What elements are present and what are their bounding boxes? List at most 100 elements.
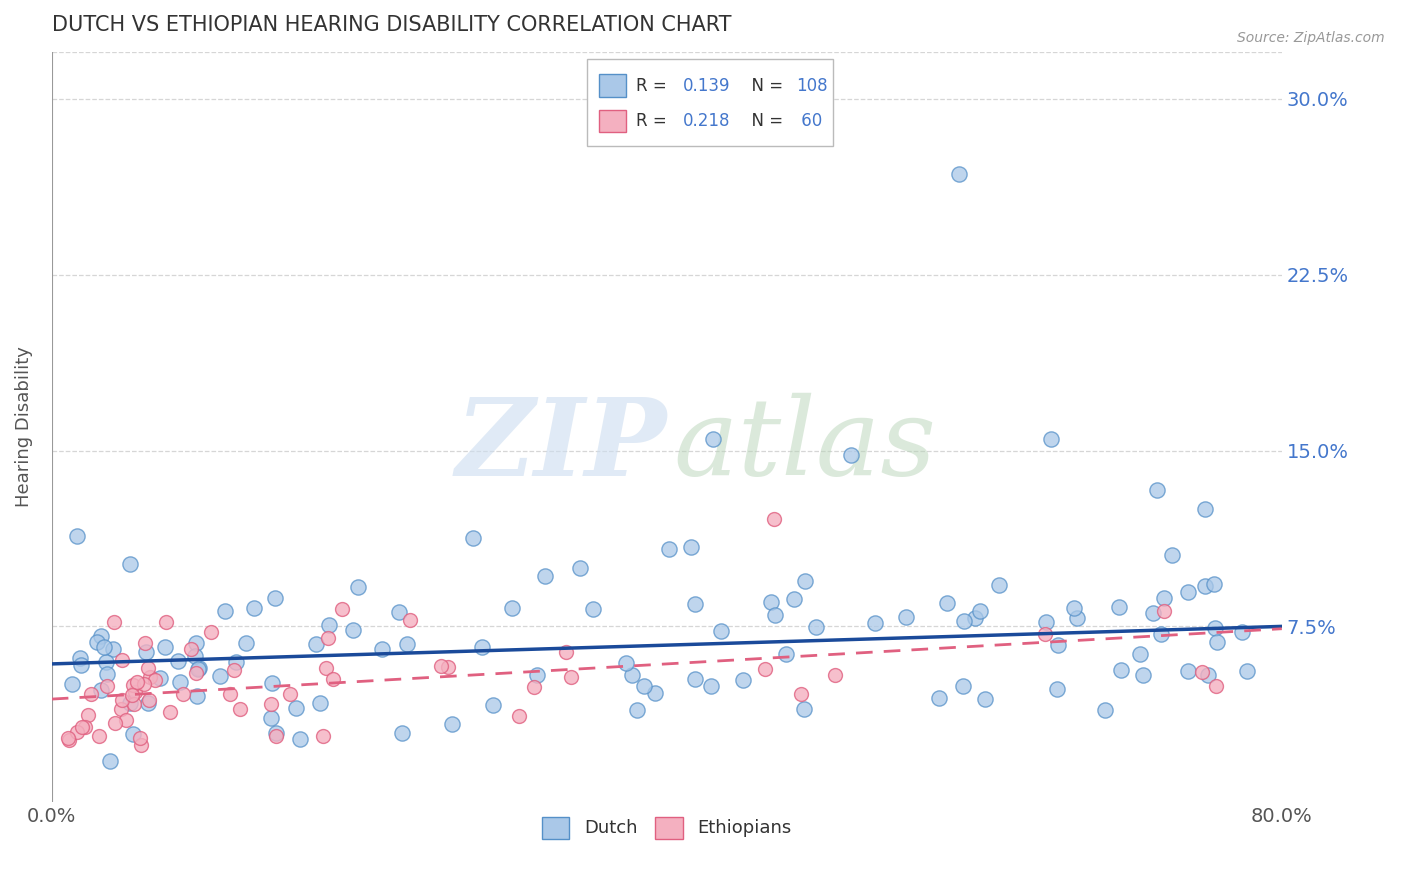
Point [1194, 502, 1216, 516]
Point [461, 531, 484, 545]
Point [56, 731, 79, 745]
Point [371, 641, 394, 656]
Point [121, 727, 143, 741]
Point [429, 659, 451, 673]
Point [1035, 615, 1057, 629]
Text: 60: 60 [796, 112, 823, 130]
Point [186, 689, 208, 703]
Point [1033, 627, 1056, 641]
Point [1177, 665, 1199, 679]
Point [96, 679, 118, 693]
Text: 0.139: 0.139 [683, 77, 730, 95]
Text: DUTCH VS ETHIOPIAN HEARING DISABILITY CORRELATION CHART: DUTCH VS ETHIOPIAN HEARING DISABILITY CO… [52, 15, 731, 35]
Bar [599, 74, 626, 97]
Point [987, 578, 1010, 592]
Point [1153, 604, 1175, 618]
Point [235, 636, 257, 650]
Point [783, 591, 806, 606]
Point [155, 615, 177, 629]
Y-axis label: Hearing Disability: Hearing Disability [15, 347, 32, 508]
Point [187, 662, 209, 676]
Point [80, 687, 103, 701]
Point [658, 541, 681, 556]
Point [1046, 681, 1069, 696]
Point [332, 601, 354, 615]
Point [122, 678, 145, 692]
Point [90, 629, 112, 643]
Text: ZIP: ZIP [456, 392, 666, 499]
Point [101, 641, 124, 656]
Point [264, 591, 287, 606]
Point [1153, 591, 1175, 605]
Point [139, 670, 162, 684]
Point [305, 637, 328, 651]
Point [1063, 600, 1085, 615]
Point [965, 611, 987, 625]
Point [626, 702, 648, 716]
Point [183, 649, 205, 664]
Point [122, 697, 145, 711]
Text: R =: R = [636, 112, 672, 130]
Point [96, 667, 118, 681]
Point [526, 668, 548, 682]
Point [315, 660, 337, 674]
Point [111, 692, 134, 706]
Text: N =: N = [741, 112, 787, 130]
Point [155, 640, 177, 655]
Point [1205, 679, 1227, 693]
Point [66, 529, 89, 543]
Point [1109, 663, 1132, 677]
Point [138, 692, 160, 706]
Text: 0.218: 0.218 [683, 112, 730, 130]
Point [806, 620, 828, 634]
Point [1204, 621, 1226, 635]
Point [523, 680, 546, 694]
Point [582, 601, 605, 615]
Point [555, 645, 578, 659]
Point [793, 574, 815, 589]
Point [1094, 703, 1116, 717]
Point [135, 645, 157, 659]
Point [1177, 585, 1199, 599]
Point [143, 673, 166, 687]
Point [228, 702, 250, 716]
Point [681, 540, 703, 554]
Point [633, 679, 655, 693]
Point [136, 661, 159, 675]
Point [974, 692, 997, 706]
Point [1040, 432, 1063, 446]
Point [1146, 483, 1168, 497]
Point [754, 662, 776, 676]
Point [214, 604, 236, 618]
Point [260, 697, 283, 711]
Point [620, 668, 643, 682]
Point [260, 676, 283, 690]
Point [1046, 638, 1069, 652]
Point [312, 729, 335, 743]
Point [103, 615, 125, 629]
Point [118, 558, 141, 572]
Point [208, 669, 231, 683]
Point [775, 647, 797, 661]
Point [288, 732, 311, 747]
Point [396, 636, 419, 650]
Point [200, 625, 222, 640]
Point [1197, 667, 1219, 681]
Point [1161, 548, 1184, 562]
Point [928, 691, 950, 706]
Bar [586, 60, 832, 145]
Point [318, 618, 340, 632]
Point [1142, 606, 1164, 620]
Point [683, 597, 706, 611]
Point [1128, 647, 1150, 661]
Point [242, 600, 264, 615]
Point [98, 754, 121, 768]
Point [952, 614, 974, 628]
Point [342, 624, 364, 638]
Point [1236, 664, 1258, 678]
Point [159, 705, 181, 719]
Point [129, 738, 152, 752]
Text: Source: ZipAtlas.com: Source: ZipAtlas.com [1237, 31, 1385, 45]
Point [865, 616, 887, 631]
Point [685, 673, 707, 687]
